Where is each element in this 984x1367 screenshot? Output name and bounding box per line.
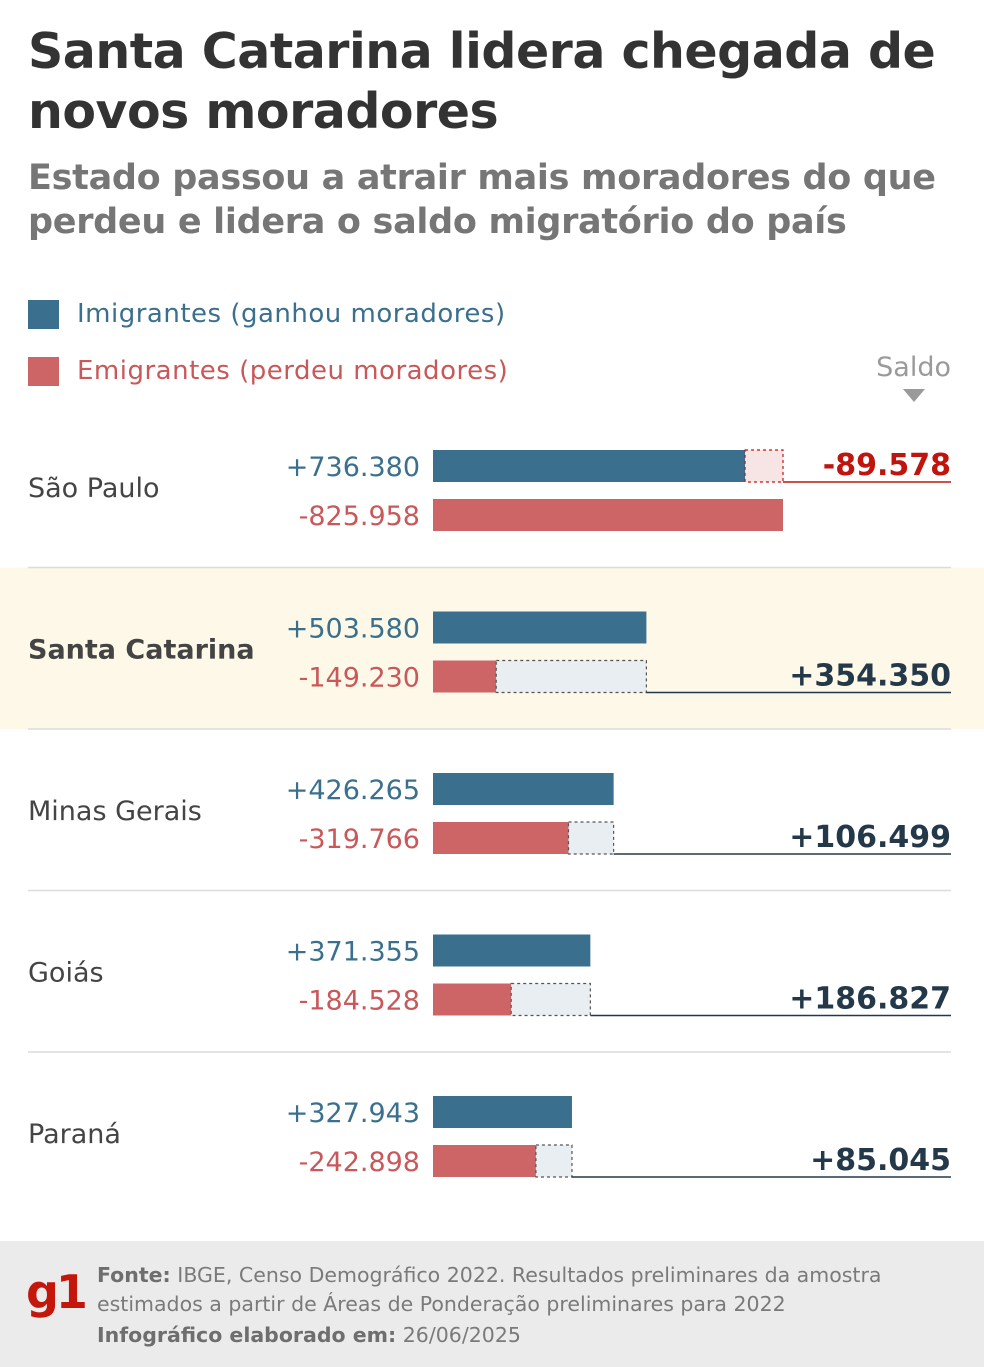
saldo-gap-box-minas-gerais <box>567 821 615 855</box>
migration-bar-chart: São Paulo +736.380 -825.958 -89.578 Santa Ca… <box>0 448 984 1178</box>
state-label-santa-catarina: Santa Catarina <box>28 635 255 666</box>
g1-logo: g1 <box>26 1265 88 1319</box>
state-label-sao-paulo: São Paulo <box>28 473 160 504</box>
saldo-header: Saldo <box>876 352 951 402</box>
legend-immigrants-swatch <box>28 299 59 329</box>
immigrants-bar-parana <box>433 1096 572 1128</box>
chart-title: Santa Catarina lidera chegada de novos m… <box>28 23 936 140</box>
chart-subtitle: Estado passou a atrair mais moradores do… <box>28 158 936 242</box>
emigrants-bar-santa-catarina <box>433 660 497 693</box>
state-label-minas-gerais: Minas Gerais <box>28 796 202 827</box>
emigrants-value-sao-paulo: -825.958 <box>299 501 420 532</box>
immigrants-value-santa-catarina: +503.580 <box>286 614 420 645</box>
date-label: Infográfico elaborado em: <box>97 1323 397 1347</box>
immigrants-bar-santa-catarina <box>433 611 647 644</box>
emigrants-bar-parana <box>433 1145 536 1177</box>
saldo-value-santa-catarina: +354.350 <box>789 659 951 694</box>
legend-immigrants: Imigrantes (ganhou moradores) <box>28 299 506 329</box>
saldo-gap-box-sao-paulo <box>744 449 784 483</box>
immigrants-bar-sao-paulo <box>433 450 746 482</box>
saldo-label: Saldo <box>876 352 951 383</box>
legend-immigrants-label: Imigrantes (ganhou moradores) <box>77 299 506 329</box>
immigrants-bar-minas-gerais <box>433 773 614 805</box>
immigrants-value-goias: +371.355 <box>286 937 420 968</box>
saldo-gap-box-goias <box>510 982 591 1017</box>
saldo-gap-box-santa-catarina <box>495 659 647 694</box>
emigrants-value-parana: -242.898 <box>299 1147 420 1178</box>
state-label-parana: Paraná <box>28 1119 121 1150</box>
legend-emigrants-label: Emigrantes (perdeu moradores) <box>77 356 509 386</box>
immigrants-value-parana: +327.943 <box>286 1098 420 1129</box>
saldo-value-parana: +85.045 <box>810 1143 951 1178</box>
emigrants-value-santa-catarina: -149.230 <box>299 663 420 694</box>
saldo-value-minas-gerais: +106.499 <box>789 820 951 855</box>
saldo-gap-box-parana <box>535 1144 573 1178</box>
emigrants-bar-minas-gerais <box>433 822 569 854</box>
source-line: Fonte: IBGE, Censo Demográfico 2022. Res… <box>97 1261 957 1319</box>
saldo-value-sao-paulo: -89.578 <box>823 448 951 483</box>
source-label: Fonte: <box>97 1263 171 1287</box>
immigrants-value-sao-paulo: +736.380 <box>286 452 420 483</box>
state-label-goias: Goiás <box>28 958 104 989</box>
legend-emigrants: Emigrantes (perdeu moradores) <box>28 356 508 386</box>
date-line: Infográfico elaborado em: 26/06/2025 <box>97 1321 957 1350</box>
legend-emigrants-swatch <box>28 356 59 386</box>
emigrants-bar-goias <box>433 983 512 1016</box>
emigrants-bar-sao-paulo <box>433 499 783 531</box>
date-text: 26/06/2025 <box>402 1323 521 1347</box>
highlight-row-background <box>0 567 984 729</box>
footer: g1 Fonte: IBGE, Censo Demográfico 2022. … <box>0 1241 984 1367</box>
immigrants-value-minas-gerais: +426.265 <box>286 775 420 806</box>
saldo-down-arrow-icon <box>902 389 925 402</box>
emigrants-value-goias: -184.528 <box>299 986 420 1017</box>
footer-text: Fonte: IBGE, Censo Demográfico 2022. Res… <box>97 1261 957 1350</box>
emigrants-value-minas-gerais: -319.766 <box>299 824 420 855</box>
source-text: IBGE, Censo Demográfico 2022. Resultados… <box>97 1263 882 1316</box>
immigrants-bar-goias <box>433 934 591 967</box>
saldo-value-goias: +186.827 <box>789 982 951 1017</box>
